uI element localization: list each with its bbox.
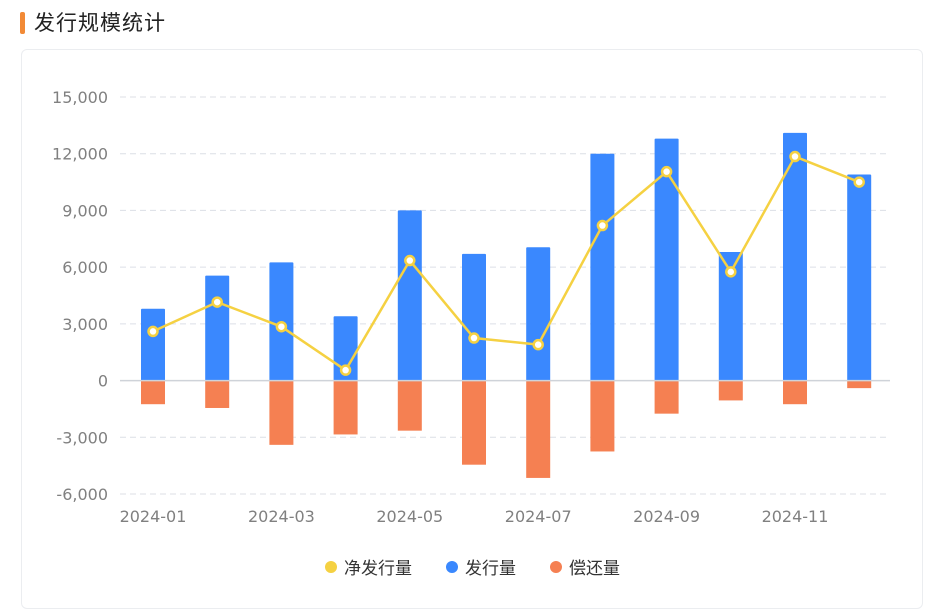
point-net[interactable] — [211, 296, 223, 308]
bar-issuance[interactable] — [462, 253, 486, 381]
legend-item-issuance[interactable]: 发行量 — [446, 559, 516, 579]
legend-label-repayment: 偿还量 — [569, 559, 620, 579]
point-net[interactable] — [404, 254, 416, 267]
x-tick-label: 2024-05 — [376, 507, 443, 526]
legend-marker-repayment — [550, 561, 562, 573]
legend-marker-issuance — [446, 561, 458, 573]
x-tick-label: 2024-03 — [248, 507, 315, 526]
x-axis-ticks: 2024-01 2024-03 2024-05 2024-07 2024-09 2024-… — [120, 507, 829, 526]
point-net[interactable] — [339, 364, 352, 376]
y-tick-label: 15,000 — [52, 88, 108, 107]
y-tick-label: -6,000 — [56, 485, 108, 504]
legend[interactable]: 净发行量 发行量 偿还量 — [325, 559, 620, 579]
bar-repayment[interactable] — [847, 380, 872, 389]
bar-issuance[interactable] — [718, 252, 743, 381]
x-tick-label: 2024-01 — [120, 507, 187, 526]
point-net[interactable] — [596, 219, 609, 232]
section-title: 发行规模统计 — [34, 11, 166, 35]
bar-repayment[interactable] — [718, 380, 743, 401]
bar-issuance[interactable] — [590, 153, 615, 381]
bar-repayment[interactable] — [397, 380, 422, 431]
point-net[interactable] — [789, 150, 801, 163]
y-tick-label: 6,000 — [62, 258, 108, 277]
point-net[interactable] — [275, 320, 288, 333]
y-tick-label: 3,000 — [62, 315, 108, 334]
section-accent-bar — [20, 12, 25, 34]
x-tick-label: 2024-07 — [505, 507, 572, 526]
bar-issuance[interactable] — [141, 308, 165, 381]
y-tick-label: 12,000 — [52, 145, 108, 164]
series-net-line — [147, 150, 865, 376]
bar-repayment[interactable] — [783, 380, 807, 405]
bar-repayment[interactable] — [141, 380, 165, 405]
bar-repayment[interactable] — [526, 380, 551, 478]
bar-issuance[interactable] — [397, 210, 422, 381]
legend-label-net: 净发行量 — [344, 559, 412, 579]
x-tick-label: 2024-11 — [762, 507, 829, 526]
bar-issuance[interactable] — [333, 316, 358, 381]
point-net[interactable] — [660, 165, 673, 178]
bar-repayment[interactable] — [269, 380, 294, 445]
grid-lines — [120, 96, 890, 495]
bar-issuance[interactable] — [847, 174, 872, 381]
series-issuance-bars — [141, 132, 872, 381]
y-tick-label: 0 — [98, 372, 108, 391]
bar-issuance[interactable] — [654, 138, 679, 381]
bar-issuance[interactable] — [205, 275, 230, 381]
legend-marker-net — [325, 561, 337, 573]
bar-issuance[interactable] — [783, 132, 807, 381]
point-net[interactable] — [725, 266, 737, 278]
bar-repayment[interactable] — [654, 380, 679, 414]
series-repayment-bars — [141, 380, 872, 478]
point-net[interactable] — [853, 176, 865, 188]
line-net — [152, 155, 860, 372]
y-tick-label: 9,000 — [62, 201, 108, 220]
bar-repayment[interactable] — [590, 380, 615, 452]
point-net[interactable] — [468, 332, 480, 344]
legend-item-net[interactable]: 净发行量 — [325, 559, 412, 579]
bar-repayment[interactable] — [462, 380, 486, 465]
legend-item-repayment[interactable]: 偿还量 — [550, 559, 620, 579]
point-net[interactable] — [147, 325, 159, 338]
point-net[interactable] — [532, 338, 544, 351]
y-tick-label: -3,000 — [56, 428, 108, 447]
x-tick-label: 2024-09 — [633, 507, 700, 526]
bar-repayment[interactable] — [333, 380, 358, 435]
y-axis-ticks: -6,000 -3,000 0 3,000 6,000 9,000 12,000 15,000 — [52, 88, 108, 504]
legend-label-issuance: 发行量 — [465, 559, 516, 579]
bar-repayment[interactable] — [205, 380, 230, 408]
bar-issuance[interactable] — [526, 247, 551, 381]
